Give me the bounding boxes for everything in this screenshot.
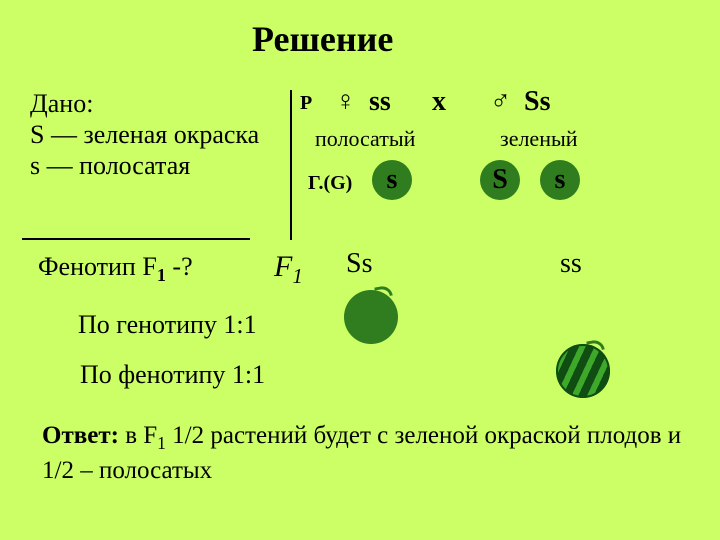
ratio-genotype: По генотипу 1:1 — [78, 310, 257, 340]
gamete-male-S-text: S — [492, 164, 508, 196]
divider-vertical — [290, 90, 292, 240]
question-suffix: -? — [166, 252, 193, 281]
gamete-female-s: s — [372, 160, 412, 200]
melon-stem-icon — [374, 285, 393, 299]
gamete-female-s-text: s — [387, 164, 398, 196]
question-sub: 1 — [157, 265, 166, 285]
female-phenotype: полосатый — [315, 126, 415, 152]
gametes-label: Г.(G) — [308, 172, 352, 195]
f1-genotype-2: ss — [560, 248, 582, 280]
given-dominant: S — зеленая окраска — [30, 119, 259, 150]
melon-green-icon — [344, 290, 398, 344]
female-genotype: ss — [369, 86, 391, 117]
gamete-male-S: S — [480, 160, 520, 200]
answer-block: Ответ: в F1 1/2 растений будет с зеленой… — [42, 420, 682, 486]
answer-sub: 1 — [157, 433, 166, 453]
question-line: Фенотип F1 -? — [38, 252, 193, 286]
male-genotype: Ss — [524, 86, 550, 117]
given-recessive: s — полосатая — [30, 150, 259, 181]
ratio-phenotype: По фенотипу 1:1 — [80, 360, 265, 390]
male-phenotype: зеленый — [500, 126, 578, 152]
melon-stem-icon — [586, 339, 605, 353]
slide-root: Решение Дано: S — зеленая окраска s — по… — [0, 0, 720, 540]
female-symbol: ♀ — [335, 86, 356, 117]
given-block: Дано: S — зеленая окраска s — полосатая — [30, 88, 259, 182]
cross-x: x — [432, 86, 446, 118]
gamete-male-s: s — [540, 160, 580, 200]
divider-horizontal — [22, 238, 250, 240]
answer-label: Ответ: — [42, 422, 119, 449]
melon-striped-icon — [556, 344, 610, 398]
f1-label: F1 — [274, 250, 303, 289]
parent-male: ♂ Ss — [490, 86, 550, 118]
slide-title: Решение — [252, 18, 393, 60]
question-prefix: Фенотип F — [38, 252, 157, 281]
p-label: P — [300, 92, 312, 115]
answer-line: в F — [119, 422, 157, 449]
given-heading: Дано: — [30, 88, 259, 119]
parent-female: ♀ ss — [335, 86, 391, 118]
male-symbol: ♂ — [490, 86, 511, 117]
f1-genotype-1: Ss — [346, 248, 372, 280]
f1-sub: 1 — [292, 264, 303, 288]
gamete-male-s-text: s — [555, 164, 566, 196]
f1-f: F — [274, 250, 292, 283]
